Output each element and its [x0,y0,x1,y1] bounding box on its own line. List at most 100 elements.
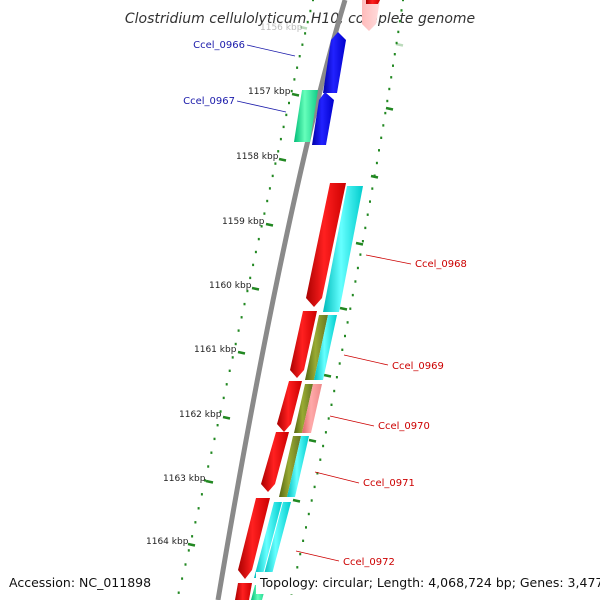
feature-ccel-0967-rna [294,90,318,142]
outer-ring-dot [378,149,380,152]
inner-ring-dot [222,396,225,400]
inner-ring-dot [181,577,184,580]
inner-scale-ring [177,0,314,594]
inner-ring-dot [246,289,249,293]
inner-ring-dot [191,535,194,538]
tick-label-1163: 1163 kbp [163,474,206,484]
inner-ring-dot [249,276,252,280]
inner-ring-dot [225,383,228,386]
tick-label-1162: 1162 kbp [179,410,222,420]
inner-ring-dot [309,9,312,13]
inner-ring-dot [197,507,200,510]
outer-ring-dot [330,403,333,406]
inner-ring-dot [187,549,190,552]
outer-ring-dot [397,30,400,34]
inner-major-tick-0 [299,25,308,30]
cds-ccel-0972 [238,498,270,579]
inner-ring-dot [274,162,277,165]
leader-ccel-0968 [365,254,412,265]
tick-label-1156: 1156 kbp [260,23,303,33]
outer-ring-dot [380,136,383,139]
outer-major-tick-2 [370,174,379,179]
outer-major-tick-5 [323,373,332,378]
outer-ring-dot [398,19,401,23]
outer-major-tick-1 [385,106,394,111]
inner-ring-dot [268,187,271,190]
inner-ring-dot [194,521,197,524]
gene-label-ccel-0972[interactable]: Ccel_0972 [343,557,395,568]
inner-ring-dot [231,356,234,359]
outer-ring-dot [346,321,349,324]
inner-major-tick-1 [291,92,300,97]
outer-ring-dot [316,472,319,475]
cds-ccel-0969 [290,311,317,378]
feature-ccel-0972-cyan-a [254,502,282,578]
outer-ring-dot [369,200,371,203]
inner-ring-dot [290,89,293,93]
outer-major-ticks [292,42,404,503]
gene-label-ccel-0970[interactable]: Ccel_0970 [378,421,430,432]
inner-ring-dot [184,563,187,566]
feature-ccel-0971-cyan [287,436,309,497]
tick-label-1157: 1157 kbp [248,87,291,97]
inner-ring-dot [298,55,301,58]
inner-ring-dot [207,465,210,468]
feature-ccel-0970-salmon [302,384,322,433]
inner-ring-dot [219,410,222,413]
outer-ring-dot [313,485,316,489]
inner-ring-dot [200,493,203,496]
leader-ccel-0967 [236,100,287,113]
outer-ring-dot [302,539,305,542]
inner-major-tick-3 [265,222,274,227]
inner-ring-dot [213,437,216,441]
outer-ring-dot [322,444,325,448]
outer-ring-dot [305,526,307,529]
outer-major-tick-0 [395,42,404,47]
outer-ring-dot [361,240,364,243]
feature-ccel-0971-olive [279,436,301,497]
outer-ring-dot [390,76,393,79]
feature-faded-top [362,0,380,31]
cds-next-red [235,583,252,600]
inner-ring-dot [240,316,243,319]
accession-text: Accession: NC_011898 [9,575,151,590]
inner-major-tick-7 [205,479,214,484]
outer-ring-dot [392,64,394,67]
inner-ring-dot [263,212,266,215]
feature-ccel-0969-olive [305,315,328,380]
genome-backbone [215,0,348,600]
gene-labels: Ccel_0966 Ccel_0967 Ccel_0968 Ccel_0969 … [183,40,467,568]
kbp-tick-labels: 1156 kbp 1157 kbp 1158 kbp 1159 kbp 1160… [146,23,303,547]
inner-major-tick-4 [251,286,260,291]
inner-ring-dot [301,43,304,46]
inner-ring-dot [293,78,296,81]
feature-ccel-0972-cyan-b [263,502,291,578]
outer-ring-dot [333,389,336,393]
inner-ring-dot [266,199,269,203]
gene-label-ccel-0971[interactable]: Ccel_0971 [363,478,415,489]
inner-ring-dot [234,342,237,346]
outer-ring-dot [386,99,389,103]
gene-label-ccel-0967[interactable]: Ccel_0967 [183,96,235,107]
inner-ring-dot [228,369,231,372]
inner-ring-dot [204,479,207,482]
inner-major-tick-8 [187,542,196,547]
inner-ring-dot [312,0,314,2]
cds-ccel-0971 [261,432,289,492]
outer-ring-dot [359,253,362,256]
cds-ccel-0968 [306,183,346,307]
outer-major-tick-6 [308,438,317,443]
inner-ring-dot [252,263,255,267]
inner-ring-dot [306,20,309,24]
inner-ring-dot [210,451,213,454]
tick-label-1158: 1158 kbp [236,152,279,162]
inner-ring-dot [279,137,282,141]
cds-ccel-0970 [277,381,302,432]
gene-label-ccel-0968[interactable]: Ccel_0968 [415,259,467,270]
cds-ccel-0967 [312,92,334,145]
gene-label-ccel-0966[interactable]: Ccel_0966 [193,40,245,51]
outer-ring-dot [395,41,398,45]
gene-label-ccel-0969[interactable]: Ccel_0969 [392,361,444,372]
outer-ring-dot [384,111,387,115]
